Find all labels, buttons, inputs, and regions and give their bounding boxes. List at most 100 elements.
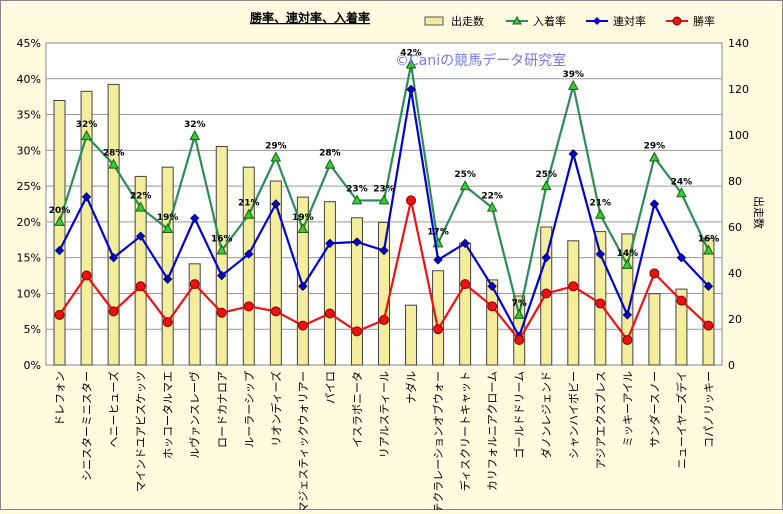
place-rate-point <box>378 194 390 205</box>
place-rate-point <box>243 208 255 219</box>
starts-bar <box>567 240 580 366</box>
quinella-rate-point <box>649 199 660 209</box>
left-tick-label: 25% <box>17 180 41 193</box>
right-tick-label: 0 <box>728 359 735 372</box>
place-rate-data-label: 25% <box>454 170 476 180</box>
place-rate-point <box>622 258 633 269</box>
legend-marker-win <box>672 16 682 26</box>
place-rate-point <box>703 244 714 255</box>
legend-marker-quinella <box>593 17 601 25</box>
quinella-rate-point <box>568 149 578 159</box>
quinella-rate-point <box>595 249 606 259</box>
place-rate-data-label: 21% <box>238 199 260 209</box>
left-tick-label: 10% <box>17 287 41 300</box>
left-tick-label: 35% <box>17 109 41 122</box>
left-tick-label: 20% <box>17 216 41 229</box>
place-rate-data-label: 28% <box>103 149 125 159</box>
place-rate-data-label: 20% <box>49 206 71 216</box>
category-label: ホッコータルマエ <box>162 371 175 459</box>
place-rate-point <box>324 158 336 169</box>
quinella-rate-point <box>298 281 308 291</box>
starts-bar <box>350 217 363 366</box>
place-rate-data-label: 32% <box>184 120 206 130</box>
category-label: アジアエクスプレス <box>594 371 607 469</box>
quinella-rate-point <box>54 245 65 256</box>
win-rate-point <box>514 334 525 345</box>
category-label: テクラレーションオブウォー <box>431 371 445 510</box>
place-rate-data-label: 16% <box>211 235 233 245</box>
win-rate-point <box>54 309 65 320</box>
rate-lines <box>54 58 714 345</box>
starts-bar <box>134 175 147 366</box>
left-tick-label: 40% <box>17 73 41 86</box>
place-rate-data-label: 19% <box>292 213 314 223</box>
starts-bar <box>648 293 661 366</box>
legend-label-starts: 出走数 <box>451 14 484 28</box>
win-rate-point <box>243 301 254 312</box>
category-label: ドレフォン <box>54 371 67 426</box>
starts-bar <box>378 221 390 366</box>
win-rate-point <box>351 326 362 337</box>
category-label: コパノリッキー <box>702 371 715 448</box>
place-rate-data-label: 32% <box>76 120 98 130</box>
quinella-rate-point <box>406 84 416 95</box>
place-rate-point <box>81 129 92 141</box>
category-label: マインドユアビスケッツ <box>135 371 148 492</box>
legend-label-win: 勝率 <box>693 14 715 28</box>
place-rate-point <box>405 58 417 69</box>
win-rate-point <box>622 334 633 345</box>
legend-swatch-starts <box>424 16 444 26</box>
win-rate-point <box>270 306 281 317</box>
quinella-rate-point <box>433 255 443 265</box>
win-rate-point <box>297 320 308 331</box>
starts-bar <box>80 90 93 366</box>
place-rate-point <box>297 222 309 234</box>
win-rate-point <box>676 295 687 306</box>
legend-label-place: 入着率 <box>533 14 566 28</box>
quinella-rate-point <box>352 237 362 247</box>
right-tick-label: 20 <box>728 313 742 326</box>
win-rate-point <box>135 281 146 292</box>
place-rate-data-label: 29% <box>265 141 287 151</box>
place-rate-data-label: 23% <box>346 184 368 194</box>
category-label: ゴールドドリーム <box>512 371 526 459</box>
quinella-rate-point <box>379 245 389 256</box>
legend-marker-place <box>512 15 522 25</box>
legend-label-quinella: 連対率 <box>613 14 646 28</box>
win-rate-point <box>568 281 579 292</box>
category-label: パイロ <box>324 371 337 404</box>
win-rate-point <box>649 268 660 279</box>
category-label: シニスターミニスター <box>81 371 94 481</box>
quinella-rate-point <box>541 252 551 263</box>
place-rate-data-label: 22% <box>481 192 503 202</box>
category-label: イスラボニータ <box>351 371 364 448</box>
place-rate-point <box>270 151 282 162</box>
starts-bar <box>242 166 255 366</box>
category-label: ディスクリートキャット <box>458 371 472 491</box>
place-rate-point <box>108 158 119 169</box>
category-label: ダノンレジェンド <box>539 371 553 459</box>
win-rate-point <box>487 301 498 312</box>
place-rate-data-label: 28% <box>319 149 341 159</box>
place-rate-data-label: 21% <box>590 199 612 209</box>
left-tick-label: 45% <box>17 37 41 50</box>
watermark: ©Caniの競馬データ研究室 <box>395 52 566 69</box>
starts-bar <box>702 238 715 366</box>
quinella-rate-point <box>622 310 633 320</box>
place-rate-data-label: 16% <box>698 235 720 245</box>
starts-bar <box>53 100 66 366</box>
win-rate-point <box>595 298 606 309</box>
right-tick-label: 140 <box>728 37 749 50</box>
category-label: リオンディーズ <box>269 371 283 447</box>
category-label: ルヴァンスレーヴ <box>188 371 202 459</box>
place-rate-point <box>135 201 146 212</box>
starts-bar <box>107 83 120 366</box>
quinella-rate-point <box>703 281 714 291</box>
place-rate-point <box>594 208 606 219</box>
place-rate-point <box>567 79 579 90</box>
place-rate-data-label: 23% <box>373 184 395 194</box>
win-rate-point <box>81 270 92 281</box>
category-label: ミッキーアイル <box>621 371 634 447</box>
